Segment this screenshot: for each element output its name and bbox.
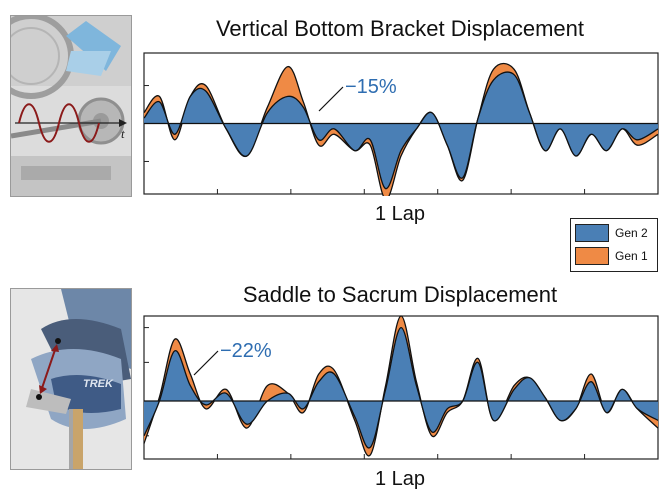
chart-title-saddle-sacrum: Saddle to Sacrum Displacement <box>242 282 558 307</box>
svg-text:TREK: TREK <box>83 378 114 390</box>
area-gen2-0 <box>144 72 658 189</box>
saddle-sacrum-photo: TREK <box>10 288 132 470</box>
legend-swatch-gen2 <box>575 224 609 242</box>
bottom-bracket-illustration: t <box>11 16 131 196</box>
annotation-leader-0 <box>318 86 344 112</box>
saddle-sacrum-x-axis-label: 1 Lap <box>374 468 426 490</box>
legend-label-gen1: Gen 1 <box>615 249 648 263</box>
svg-text:t: t <box>121 126 125 141</box>
legend-item-gen2: Gen 2 <box>575 223 648 243</box>
legend-item-gen1: Gen 1 <box>575 246 648 266</box>
annotation-leader-1 <box>193 350 219 376</box>
saddle-sacrum-reduction-annotation: −22% <box>220 340 272 362</box>
line-gen2-0 <box>143 71 659 190</box>
bottom-bracket-plot: −15% <box>143 52 659 196</box>
chart-title-bottom-bracket: Vertical Bottom Bracket Displacement <box>215 16 585 41</box>
line-gen2-1 <box>143 326 659 449</box>
saddle-sacrum-plot: −22% <box>143 315 659 460</box>
bottom-bracket-photo: t <box>10 15 132 197</box>
legend-label-gen2: Gen 2 <box>615 226 648 240</box>
legend: Gen 2 Gen 1 <box>570 218 658 272</box>
bottom-bracket-reduction-annotation: −15% <box>345 76 397 98</box>
legend-swatch-gen1 <box>575 247 609 265</box>
bottom-bracket-x-axis-label: 1 Lap <box>374 203 426 225</box>
area-gen2-1 <box>144 327 658 448</box>
saddle-sacrum-illustration: TREK <box>11 289 131 469</box>
